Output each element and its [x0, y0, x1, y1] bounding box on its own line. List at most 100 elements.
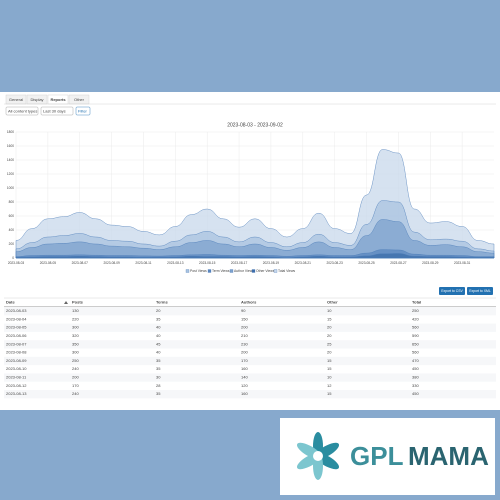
column-header[interactable]: Date: [6, 300, 15, 305]
column-header[interactable]: Other: [327, 300, 338, 305]
export-button[interactable]: [467, 287, 493, 295]
table-cell: 2023-08-12: [6, 383, 27, 388]
table-cell: 210: [241, 333, 248, 338]
export-label[interactable]: Export to CSV: [441, 289, 463, 293]
x-tick-label: 2023-08-09: [103, 261, 120, 265]
table-cell: 10: [327, 374, 332, 379]
y-tick-label: 800: [9, 200, 15, 204]
table-cell: 380: [412, 374, 419, 379]
table-cell: 200: [241, 325, 248, 330]
column-header[interactable]: Authors: [241, 300, 257, 305]
table-cell: 300: [72, 350, 79, 355]
legend-swatch[interactable]: [229, 269, 234, 273]
table-cell: 40: [156, 325, 161, 330]
table-cell: 2023-08-05: [6, 325, 27, 330]
legend-swatch[interactable]: [185, 269, 190, 273]
legend-label[interactable]: Author Views: [234, 269, 254, 273]
chart-title: 2023-08-03 - 2023-09-02: [227, 122, 283, 128]
table-cell: 15: [327, 358, 332, 363]
table-cell: 240: [72, 366, 79, 371]
table-cell: 15: [327, 391, 332, 396]
legend-label[interactable]: Total Views: [278, 269, 295, 273]
column-header[interactable]: Terms: [156, 300, 168, 305]
table-cell: 90: [241, 308, 246, 313]
y-tick-label: 0: [12, 256, 14, 260]
table-cell: 35: [156, 391, 161, 396]
table-cell: 450: [412, 391, 419, 396]
table-cell: 2023-08-06: [6, 333, 27, 338]
legend-swatch[interactable]: [251, 269, 256, 273]
filter-label[interactable]: All content types: [8, 108, 37, 113]
table-cell: 470: [412, 358, 419, 363]
legend-label[interactable]: Other Views: [256, 269, 275, 273]
y-tick-label: 1200: [7, 172, 14, 176]
table-cell: 35: [156, 366, 161, 371]
table-cell: 130: [72, 308, 79, 313]
filter-range[interactable]: [40, 106, 74, 116]
table-cell: 2023-08-13: [6, 391, 27, 396]
table-cell: 140: [241, 374, 248, 379]
x-tick-label: 2023-08-11: [135, 261, 151, 265]
table-cell: 170: [241, 358, 248, 363]
table-cell: 650: [412, 341, 419, 346]
row-stripe: [4, 323, 496, 332]
table-cell: 160: [241, 366, 248, 371]
tab-label[interactable]: General: [9, 97, 23, 102]
table-cell: 20: [327, 333, 332, 338]
logo-right: MAMA: [408, 441, 489, 471]
table-cell: 560: [412, 350, 419, 355]
table-cell: 20: [156, 308, 161, 313]
table-cell: 2023-08-07: [6, 341, 27, 346]
logo-left: GPL: [350, 441, 404, 471]
column-header[interactable]: Total: [412, 300, 421, 305]
y-tick-label: 1000: [7, 186, 14, 190]
table-cell: 120: [241, 383, 248, 388]
table-cell: 2023-08-10: [6, 366, 27, 371]
export-label[interactable]: Export to XML: [469, 289, 491, 293]
y-tick-label: 200: [9, 242, 15, 246]
table-cell: 30: [156, 374, 161, 379]
x-tick-label: 2023-08-21: [295, 261, 312, 265]
x-tick-label: 2023-08-31: [454, 261, 471, 265]
sort-icon[interactable]: [64, 301, 68, 304]
x-tick-label: 2023-08-03: [8, 261, 25, 265]
table-cell: 230: [241, 341, 248, 346]
table-cell: 560: [412, 325, 419, 330]
table-cell: 2023-08-04: [6, 316, 27, 321]
x-tick-label: 2023-08-27: [390, 261, 407, 265]
export-button[interactable]: [439, 287, 465, 295]
logo-icon: [296, 432, 340, 480]
table-cell: 2023-08-03: [6, 308, 27, 313]
row-stripe: [4, 373, 496, 382]
x-tick-label: 2023-08-29: [422, 261, 439, 265]
table-cell: 10: [327, 308, 332, 313]
legend-swatch[interactable]: [273, 269, 278, 273]
x-tick-label: 2023-08-13: [167, 261, 184, 265]
legend-label[interactable]: Post Views: [190, 269, 207, 273]
column-header[interactable]: Posts: [72, 300, 84, 305]
table-cell: 240: [72, 391, 79, 396]
legend-label[interactable]: Term Views: [212, 269, 230, 273]
x-tick-label: 2023-08-23: [327, 261, 344, 265]
table-cell: 300: [72, 325, 79, 330]
legend-swatch[interactable]: [207, 269, 212, 273]
row-stripe: [4, 356, 496, 366]
filter-label[interactable]: Last 30 days: [43, 108, 66, 113]
filter-content-type[interactable]: [5, 106, 39, 116]
row-stripe: [4, 340, 496, 349]
tab-label[interactable]: Display: [30, 97, 43, 102]
table-cell: 350: [72, 341, 79, 346]
x-tick-label: 2023-08-07: [72, 261, 89, 265]
filter-label[interactable]: Filter: [78, 108, 88, 113]
filter-button[interactable]: [75, 106, 91, 116]
y-tick-label: 400: [9, 228, 15, 232]
tab-label[interactable]: Reports: [50, 97, 66, 102]
area: [15, 219, 495, 259]
table-cell: 2023-08-08: [6, 350, 27, 355]
table-cell: 2023-08-09: [6, 358, 27, 363]
x-tick-label: 2023-08-17: [231, 261, 248, 265]
tab-label[interactable]: Other: [74, 97, 85, 102]
table-cell: 200: [72, 374, 79, 379]
x-tick-label: 2023-08-19: [263, 261, 280, 265]
